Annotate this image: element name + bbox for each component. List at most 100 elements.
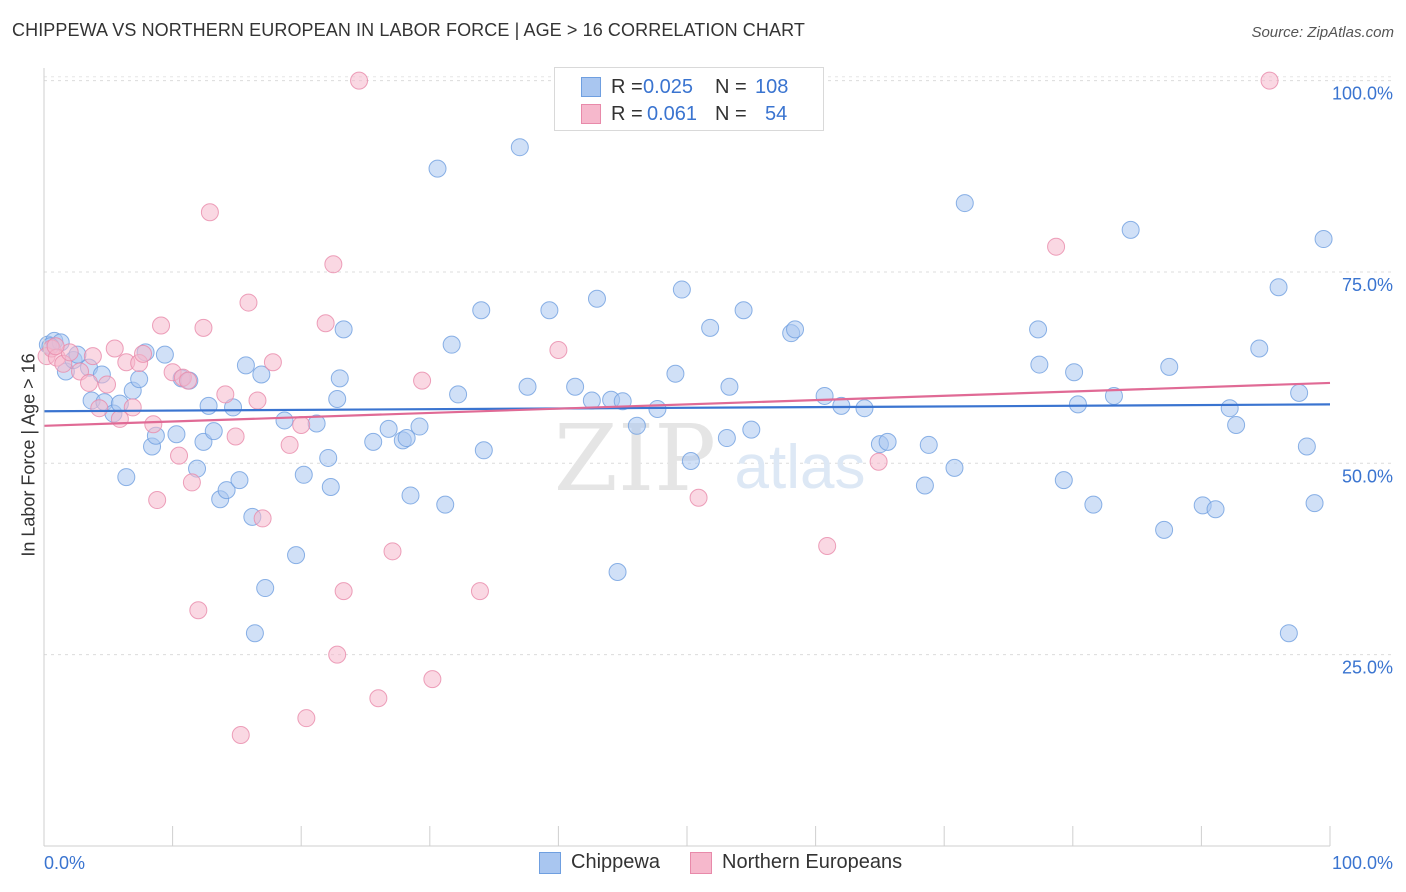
point-chippewa — [681, 452, 700, 471]
point-chippewa — [334, 320, 353, 339]
points-layer — [37, 71, 1333, 745]
legend-swatch-chippewa — [581, 77, 601, 97]
point-chippewa — [428, 159, 447, 178]
point-northern-europeans — [297, 709, 316, 728]
point-chippewa — [401, 486, 420, 505]
point-chippewa — [786, 320, 805, 339]
point-northern-europeans — [148, 491, 167, 510]
point-chippewa — [364, 432, 383, 451]
point-chippewa — [1155, 520, 1174, 539]
point-northern-europeans — [83, 347, 102, 366]
legend-n-value: 54 — [765, 102, 788, 125]
point-chippewa — [1030, 355, 1049, 374]
point-chippewa — [1290, 383, 1309, 402]
point-northern-europeans — [144, 415, 163, 434]
point-chippewa — [717, 429, 736, 448]
point-chippewa — [1250, 339, 1269, 358]
legend-row-northern-europeans: R = 0.061 N = 54 — [581, 101, 787, 127]
point-chippewa — [1121, 220, 1140, 239]
point-chippewa — [379, 419, 398, 438]
point-northern-europeans — [46, 337, 65, 356]
point-chippewa — [945, 458, 964, 477]
point-chippewa — [287, 546, 306, 565]
point-chippewa — [252, 365, 271, 384]
point-northern-europeans — [194, 318, 213, 337]
point-chippewa — [397, 429, 416, 448]
point-chippewa — [627, 416, 646, 435]
y-tick-label: 75.0% — [1342, 275, 1393, 295]
point-chippewa — [321, 478, 340, 497]
point-chippewa — [1206, 500, 1225, 519]
chart-title: CHIPPEWA VS NORTHERN EUROPEAN IN LABOR F… — [12, 20, 805, 40]
trend-line-northern-europeans — [43, 381, 1331, 427]
point-chippewa — [474, 441, 493, 460]
point-chippewa — [1227, 416, 1246, 435]
point-northern-europeans — [383, 542, 402, 561]
point-chippewa — [701, 318, 720, 337]
point-chippewa — [540, 301, 559, 320]
point-chippewa — [1220, 399, 1239, 418]
point-chippewa — [330, 369, 349, 388]
point-chippewa — [410, 417, 429, 436]
series-legend-chippewa[interactable]: Chippewa — [539, 851, 660, 874]
point-chippewa — [566, 377, 585, 396]
point-northern-europeans — [316, 314, 335, 333]
point-chippewa — [319, 448, 338, 467]
point-chippewa — [436, 495, 455, 514]
point-northern-europeans — [470, 582, 489, 601]
series-legend-northern-europeans[interactable]: Northern Europeans — [690, 851, 902, 874]
point-chippewa — [328, 390, 347, 409]
point-northern-europeans — [292, 416, 311, 435]
point-chippewa — [742, 420, 761, 439]
series-name-chippewa: Chippewa — [571, 851, 660, 873]
point-chippewa — [217, 481, 236, 500]
legend-r-label: R = — [611, 102, 643, 125]
point-northern-europeans — [334, 582, 353, 601]
point-chippewa — [1305, 494, 1324, 513]
point-chippewa — [734, 301, 753, 320]
point-northern-europeans — [413, 371, 432, 390]
point-chippewa — [518, 377, 537, 396]
series-name-northern-europeans: Northern Europeans — [722, 851, 903, 873]
series-swatch-northern-europeans — [690, 851, 712, 874]
point-northern-europeans — [248, 391, 267, 410]
point-chippewa — [1084, 495, 1103, 514]
y-tick-label: 100.0% — [1332, 84, 1393, 104]
point-northern-europeans — [1047, 237, 1066, 256]
trend-line-chippewa — [43, 403, 1331, 413]
point-northern-europeans — [90, 399, 109, 418]
point-northern-europeans — [689, 488, 708, 507]
point-chippewa — [919, 435, 938, 454]
point-chippewa — [855, 399, 874, 418]
point-northern-europeans — [179, 371, 198, 390]
point-northern-europeans — [263, 353, 282, 372]
point-chippewa — [1029, 320, 1048, 339]
point-chippewa — [130, 370, 149, 389]
point-northern-europeans — [324, 255, 343, 274]
point-northern-europeans — [818, 536, 837, 555]
point-chippewa — [1160, 357, 1179, 376]
point-northern-europeans — [369, 689, 388, 708]
point-chippewa — [1068, 395, 1087, 414]
trend-layer — [43, 381, 1331, 427]
point-northern-europeans — [280, 435, 299, 454]
point-chippewa — [1314, 230, 1333, 249]
point-chippewa — [720, 377, 739, 396]
point-chippewa — [167, 425, 186, 444]
point-chippewa — [199, 396, 218, 415]
axis-layer: 25.0% 50.0% 75.0% 100.0% 0.0% 100.0% — [43, 68, 1393, 873]
source-label: Source: ZipAtlas.com — [1251, 24, 1394, 41]
point-chippewa — [204, 422, 223, 441]
point-northern-europeans — [200, 203, 219, 222]
point-chippewa — [117, 468, 136, 487]
legend-r-value: 0.061 — [647, 102, 698, 125]
point-chippewa — [587, 289, 606, 308]
point-northern-europeans — [231, 726, 250, 745]
point-northern-europeans — [134, 344, 153, 363]
point-chippewa — [1065, 363, 1084, 382]
y-tick-label: 25.0% — [1342, 658, 1393, 678]
point-northern-europeans — [80, 373, 99, 392]
point-chippewa — [155, 345, 174, 364]
legend-r-label: R = — [611, 75, 643, 98]
watermark-atlas: atlas — [735, 433, 866, 502]
